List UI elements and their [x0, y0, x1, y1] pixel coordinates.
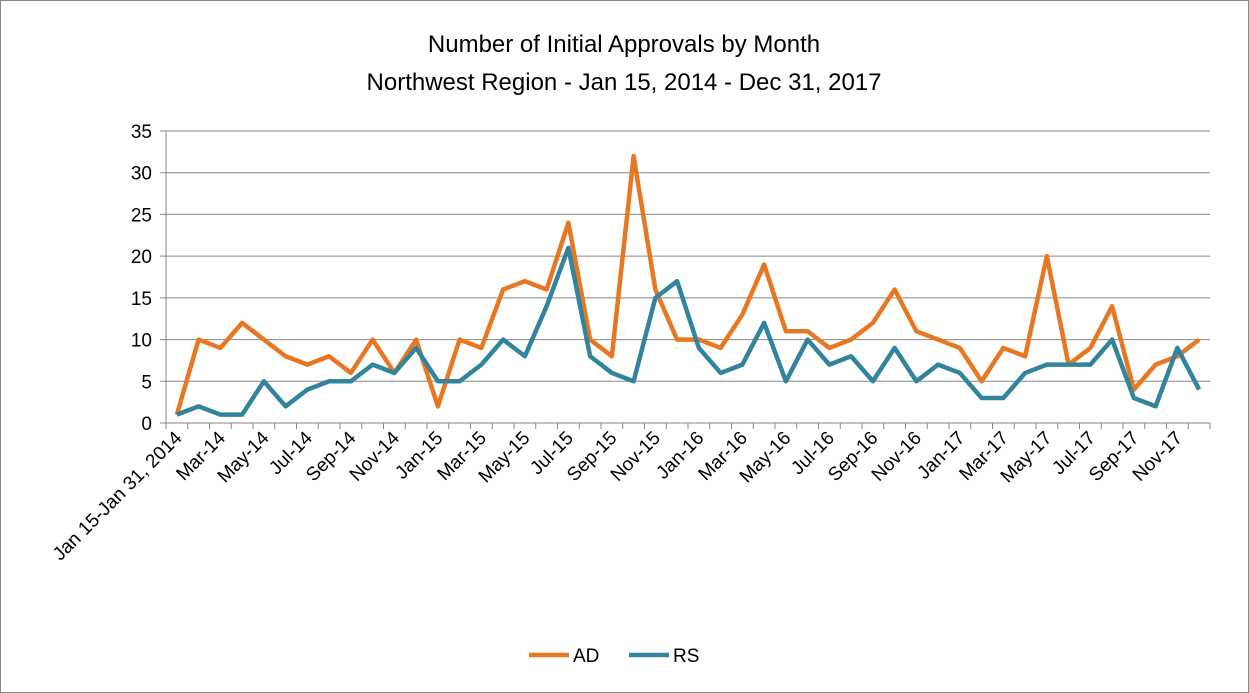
legend-label: RS — [673, 646, 699, 667]
chart-subtitle: Northwest Region - Jan 15, 2014 - Dec 31… — [367, 69, 882, 96]
y-tick-label: 15 — [131, 289, 152, 310]
line-series — [176, 245, 1202, 417]
line-series — [174, 153, 1201, 416]
y-tick-label: 35 — [131, 122, 152, 143]
y-tick-label: 5 — [141, 372, 152, 393]
y-tick-label: 0 — [141, 414, 152, 435]
y-tick-label: 10 — [131, 331, 152, 352]
y-tick-label: 30 — [131, 164, 152, 185]
chart-title: Number of Initial Approvals by Month — [428, 31, 820, 58]
legend-label: AD — [573, 646, 599, 667]
y-tick-label: 20 — [131, 247, 152, 268]
y-tick-label: 25 — [131, 205, 152, 226]
